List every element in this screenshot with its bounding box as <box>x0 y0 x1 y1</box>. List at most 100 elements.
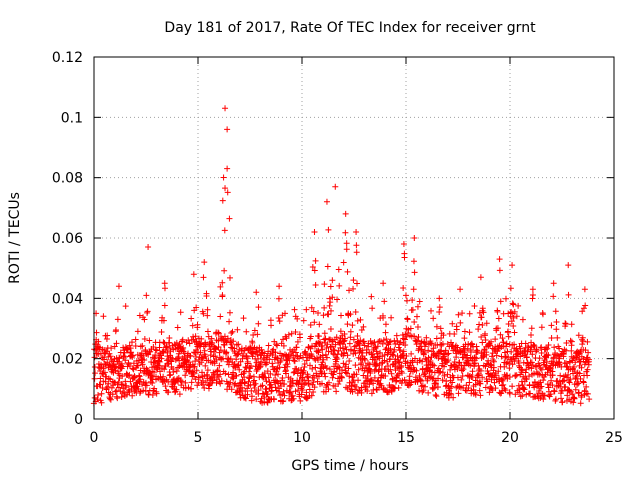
data-point <box>548 334 555 341</box>
data-point <box>265 374 272 381</box>
data-point <box>439 377 446 384</box>
data-point <box>368 376 375 383</box>
data-point <box>227 355 234 362</box>
data-point <box>235 341 242 348</box>
data-point <box>466 379 473 386</box>
data-point <box>570 399 577 406</box>
data-point <box>158 355 165 362</box>
data-point <box>497 331 504 338</box>
data-point <box>150 359 157 366</box>
data-point <box>123 382 130 389</box>
data-point <box>107 396 114 403</box>
data-point <box>420 387 427 394</box>
data-point <box>165 389 172 396</box>
data-point <box>91 375 98 382</box>
data-point <box>242 364 249 371</box>
data-point <box>505 320 512 327</box>
data-point <box>341 331 348 338</box>
data-point <box>504 329 511 336</box>
data-point <box>327 299 334 306</box>
data-point <box>485 357 492 364</box>
data-point <box>247 373 254 380</box>
data-point <box>221 267 228 274</box>
data-point <box>291 306 298 313</box>
data-point <box>353 383 360 390</box>
data-point <box>548 322 555 329</box>
data-point <box>543 358 550 365</box>
data-point <box>337 344 344 351</box>
data-point <box>156 358 163 365</box>
data-point <box>275 314 282 321</box>
data-point <box>128 339 135 346</box>
data-point <box>361 342 368 349</box>
data-point <box>503 340 510 347</box>
data-point <box>454 344 461 351</box>
data-point <box>346 340 353 347</box>
data-point <box>143 292 150 299</box>
data-point <box>353 371 360 378</box>
data-point <box>152 346 159 353</box>
data-point <box>471 360 478 367</box>
data-point <box>268 388 275 395</box>
data-point <box>255 387 262 394</box>
data-point <box>312 281 319 288</box>
data-point <box>473 355 480 362</box>
data-point <box>250 332 257 339</box>
data-point <box>568 338 575 345</box>
data-point <box>336 370 343 377</box>
data-point <box>422 340 429 347</box>
data-point <box>182 372 189 379</box>
data-point <box>289 379 296 386</box>
data-point <box>531 343 538 350</box>
data-point <box>425 360 432 367</box>
data-point <box>429 361 436 368</box>
data-point <box>129 365 136 372</box>
data-point <box>91 394 98 401</box>
data-point <box>192 358 199 365</box>
data-point <box>523 391 530 398</box>
data-point <box>303 389 310 396</box>
data-point <box>342 369 349 376</box>
data-point <box>562 383 569 390</box>
data-point <box>423 334 430 341</box>
data-point <box>482 384 489 391</box>
data-point <box>297 334 304 341</box>
data-point <box>548 377 555 384</box>
data-point <box>563 347 570 354</box>
data-point <box>188 315 195 322</box>
data-point <box>197 349 204 356</box>
data-point <box>317 338 324 345</box>
data-point <box>388 314 395 321</box>
data-point <box>416 298 423 305</box>
data-point <box>558 395 565 402</box>
data-point <box>310 389 317 396</box>
data-point <box>475 370 482 377</box>
data-point <box>477 367 484 374</box>
data-point <box>142 379 149 386</box>
data-point <box>212 345 219 352</box>
data-point <box>516 389 523 396</box>
data-point <box>509 262 516 269</box>
data-point <box>342 335 349 342</box>
data-point <box>441 372 448 379</box>
data-point <box>438 348 445 355</box>
x-tick-label: 5 <box>194 430 203 446</box>
data-point <box>211 360 218 367</box>
data-point <box>421 348 428 355</box>
data-point <box>271 396 278 403</box>
data-point <box>269 360 276 367</box>
data-point <box>136 312 143 319</box>
data-point <box>529 351 536 358</box>
data-point <box>219 197 226 204</box>
data-point <box>224 355 231 362</box>
data-point <box>488 338 495 345</box>
data-point <box>437 325 444 332</box>
data-point <box>335 381 342 388</box>
data-point <box>549 382 556 389</box>
data-point <box>565 291 572 298</box>
data-point <box>263 359 270 366</box>
data-point <box>166 335 173 342</box>
data-point <box>111 364 118 371</box>
data-point <box>120 353 127 360</box>
data-point <box>408 379 415 386</box>
